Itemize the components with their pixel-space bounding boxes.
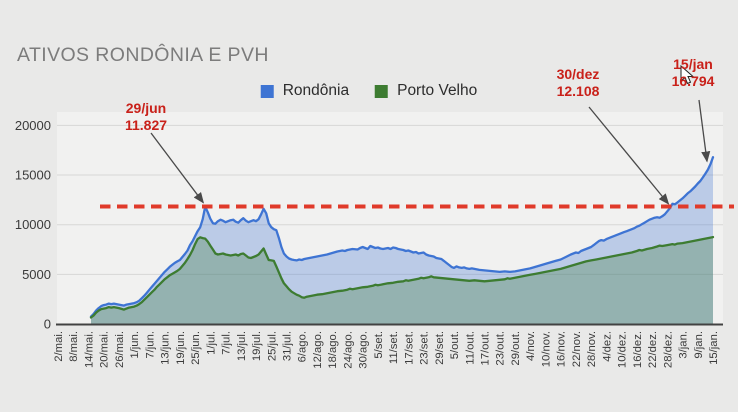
annotation-date: 29/jun	[125, 100, 167, 116]
x-tick-label: 12/ago.	[312, 331, 324, 369]
x-tick-label: 31/jul.	[281, 331, 293, 361]
x-tick-label: 22/dez.	[647, 331, 659, 368]
x-tick-label: 9/jan.	[693, 331, 705, 359]
x-tick-label: 17/out.	[480, 331, 492, 366]
y-tick-label: 20000	[15, 118, 51, 133]
y-tick-label: 15000	[15, 168, 51, 183]
x-tick-label: 25/jun.	[190, 331, 202, 365]
annotation-30dez: 30/dez 12.108	[523, 66, 633, 99]
legend-item-porto-velho[interactable]: Porto Velho	[375, 82, 477, 100]
x-tick-label: 11/out.	[464, 331, 476, 365]
annotation-29jun: 29/jun 11.827	[91, 100, 201, 133]
mouse-cursor-icon	[680, 64, 695, 85]
chart-title: ATIVOS RONDÔNIA E PVH	[17, 44, 269, 66]
x-tick-label: 15/jan.	[708, 331, 720, 365]
x-tick-label: 24/ago.	[342, 331, 354, 369]
x-tick-label: 29/set.	[434, 331, 446, 365]
x-tick-label: 4/nov.	[525, 331, 537, 361]
x-tick-label: 18/ago.	[327, 331, 339, 369]
annotation-arrow	[150, 132, 205, 204]
legend-label-porto-velho: Porto Velho	[397, 82, 478, 99]
x-tick-label: 26/mai.	[114, 331, 126, 368]
porto-velho-line	[89, 235, 715, 319]
y-tick-label: 5000	[22, 267, 51, 282]
x-tick-label: 25/jul.	[266, 331, 278, 361]
x-tick-label: 19/jun.	[175, 331, 187, 365]
x-tick-label: 19/jul.	[251, 331, 263, 361]
porto-velho-area	[91, 237, 713, 324]
x-tick-label: 16/dez.	[632, 331, 644, 368]
x-tick-label: 13/jun.	[160, 331, 172, 365]
x-tick-label: 1/jul.	[205, 331, 217, 355]
x-tick-label: 4/dez.	[601, 331, 613, 362]
x-tick-label: 1/jun.	[129, 331, 141, 359]
legend-swatch-rondonia-icon	[260, 84, 274, 98]
x-tick-label: 5/out.	[449, 331, 461, 359]
x-tick-label: 7/jul.	[221, 331, 233, 355]
x-tick-label: 16/nov.	[556, 331, 568, 367]
legend-label-rondonia: Rondônia	[282, 82, 350, 99]
annotation-arrow	[698, 99, 711, 163]
x-tick-label: 30/ago.	[358, 331, 370, 369]
annotation-15jan: 15/jan 16.794	[638, 56, 738, 89]
rondonia-area	[91, 157, 713, 324]
x-tick-label: 29/out.	[510, 331, 522, 366]
rondonia-line	[89, 156, 715, 318]
annotation-date: 30/dez	[556, 66, 600, 82]
x-tick-label: 17/set.	[403, 331, 415, 365]
x-tick-label: 28/dez.	[662, 331, 674, 368]
x-tick-label: 3/jan.	[678, 331, 690, 359]
annotation-value: 12.108	[556, 82, 600, 99]
annotation-date: 15/jan	[673, 56, 713, 72]
legend-swatch-porto-velho-icon	[375, 84, 389, 98]
x-tick-label: 6/ago.	[297, 331, 309, 362]
x-tick-label: 5/set.	[373, 331, 385, 359]
x-tick-label: 22/nov.	[571, 331, 583, 367]
x-tick-label: 13/jul.	[236, 331, 248, 361]
annotation-value: 11.827	[124, 116, 168, 133]
x-tick-label: 11/set.	[388, 331, 400, 364]
x-tick-label: 14/mai.	[83, 331, 95, 368]
x-tick-label: 10/nov.	[540, 331, 552, 367]
x-tick-label: 2/mai.	[53, 331, 65, 362]
x-tick-label: 8/mai.	[68, 331, 80, 362]
annotation-arrow	[588, 106, 670, 205]
annotation-value: 16.794	[671, 72, 715, 89]
x-tick-label: 28/nov.	[586, 331, 598, 367]
x-tick-label: 20/mai.	[99, 331, 111, 368]
x-tick-label: 23/set.	[419, 331, 431, 365]
chart-legend: Rondônia Porto Velho	[260, 82, 477, 100]
x-tick-label: 23/out.	[495, 331, 507, 366]
plot-background	[57, 112, 723, 324]
y-tick-label: 0	[44, 317, 51, 332]
y-tick-label: 10000	[15, 217, 51, 232]
x-tick-label: 10/dez.	[617, 331, 629, 368]
legend-item-rondonia[interactable]: Rondônia	[260, 82, 350, 100]
x-tick-label: 7/jun.	[144, 331, 156, 359]
